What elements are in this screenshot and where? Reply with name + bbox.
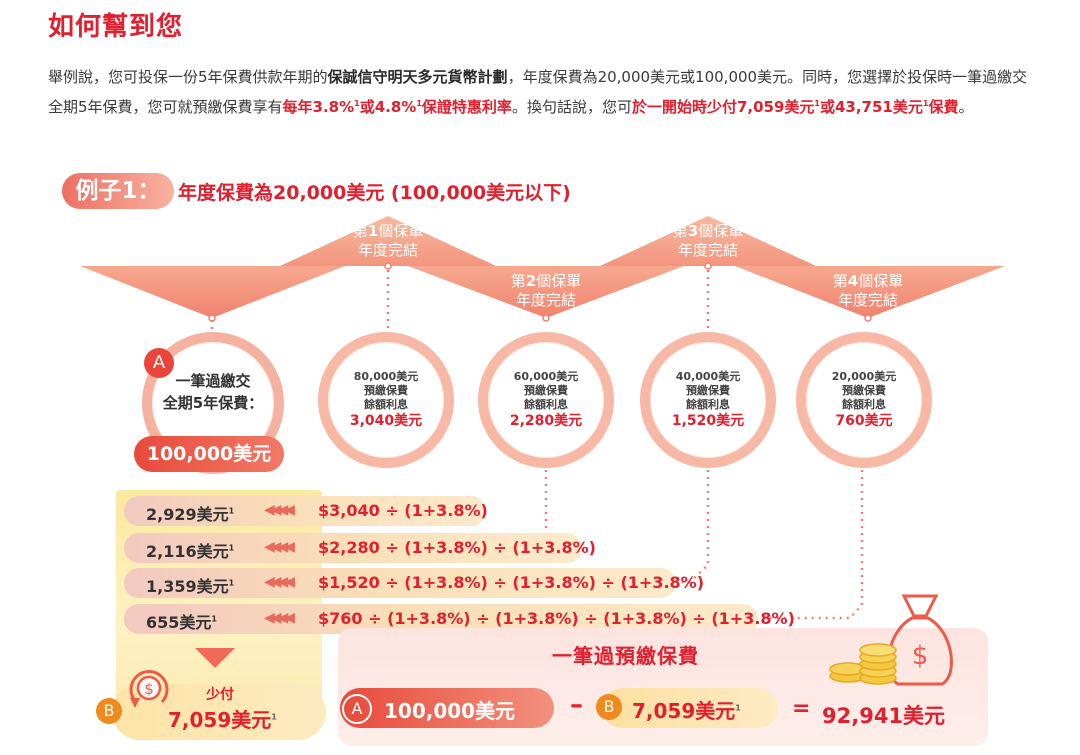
intro-text-2: ，年度保費為20,000美元或100,000美元。同時，您選擇於投保時一筆過繳交…: [48, 68, 1028, 116]
circle-2-interest: 2,280美元: [509, 413, 583, 429]
refresh-dollar-icon: $: [129, 670, 169, 708]
coin-stack-icon: [829, 643, 897, 685]
triangle-down-a: [80, 266, 345, 318]
intro-text-4: 。: [958, 98, 974, 116]
equation-result: 92,941美元: [822, 704, 946, 728]
save-phrase: 於一開始時少付7,059美元1或43,751美元1保費: [631, 98, 959, 116]
triple-chevron-left-icon: ◀◀◀◀: [264, 502, 295, 518]
equation-badge-b: B: [596, 694, 622, 720]
triangle-down-4: [735, 266, 1005, 318]
policy-year-3-label: 第3個保單 年度完結: [672, 222, 744, 259]
triangle-up-1: [280, 216, 496, 266]
intro-text-1: 舉例說，您可投保一份5年保費供款年期的: [48, 68, 328, 86]
down-triangle-icon: [195, 648, 235, 668]
lump-sum-title: 一筆過預繳保費: [552, 644, 699, 668]
equation-badge-a: A: [342, 694, 372, 724]
svg-text:$: $: [144, 680, 154, 698]
triple-chevron-left-icon: ◀◀◀◀: [264, 539, 295, 555]
circle-2-amount: 60,000美元: [513, 370, 579, 383]
badge-b: B: [96, 698, 122, 724]
equation-b-pill: [602, 688, 778, 728]
svg-text:$: $: [912, 641, 929, 671]
intro-text-3: 。換句話說，您可: [511, 98, 632, 116]
calc-row-2: [124, 533, 582, 563]
equation-a-pill: [340, 688, 554, 728]
circle-year-3: 40,000美元 預繳保費 餘額利息 1,520美元: [640, 332, 776, 468]
policy-year-triangles: [80, 216, 1005, 330]
calc-row-1: [124, 496, 486, 526]
product-name: 保誠信守明天多元貨幣計劃: [327, 68, 508, 86]
page-title: 如何幫到您: [48, 12, 184, 42]
circle-1-interest: 3,040美元: [349, 413, 423, 429]
calc-row-3-amount: 1,359美元1: [146, 577, 235, 596]
intro-paragraph: 舉例說，您可投保一份5年保費供款年期的保誠信守明天多元貨幣計劃，年度保費為20,…: [48, 62, 1038, 122]
equation-equals: =: [792, 696, 811, 721]
circle-a-amount: 100,000美元: [134, 436, 284, 472]
badge-a: A: [144, 348, 174, 378]
equation-minus: –: [570, 690, 583, 720]
calc-row-4-formula: $760 ÷ (1+3.8%) ÷ (1+3.8%) ÷ (1+3.8%) ÷ …: [318, 609, 795, 628]
rate-phrase: 每年3.8%1或4.8%1保證特惠利率: [282, 98, 512, 116]
less-pay-amount: 7,059美元1: [168, 708, 277, 732]
less-pay-label: 少付: [206, 687, 234, 703]
calc-row-1-formula: $3,040 ÷ (1+3.8%): [318, 501, 488, 520]
equation-a-amount: 100,000美元: [384, 699, 516, 723]
policy-year-4-label: 第4個保單 年度完結: [832, 272, 904, 309]
circle-year-1: 80,000美元 預繳保費 餘額利息 3,040美元: [318, 332, 454, 468]
example-text: 年度保費為20,000美元 (100,000美元以下): [178, 182, 571, 204]
circle-a-line2: 全期5年保費：: [162, 394, 264, 412]
money-bag-icon: $: [829, 594, 953, 686]
circle-3-interest: 1,520美元: [671, 413, 745, 429]
calc-row-3-formula: $1,520 ÷ (1+3.8%) ÷ (1+3.8%) ÷ (1+3.8%): [318, 573, 704, 592]
triple-chevron-left-icon: ◀◀◀◀: [264, 574, 295, 590]
circle-4-amount: 20,000美元: [831, 370, 897, 383]
calc-row-2-amount: 2,116美元1: [146, 542, 235, 561]
triple-chevron-left-icon: ◀◀◀◀: [264, 610, 295, 626]
circle-4-interest: 760美元: [835, 413, 893, 429]
example-label: 例子1：: [62, 173, 174, 209]
circle-3-amount: 40,000美元: [675, 370, 741, 383]
calc-row-1-amount: 2,929美元1: [146, 505, 235, 524]
circle-1-amount: 80,000美元: [353, 370, 419, 383]
circle-a-line1: 一筆過繳交: [175, 372, 251, 390]
circle-year-4: 20,000美元 預繳保費 餘額利息 760美元: [796, 332, 932, 468]
policy-year-1-label: 第1個保單 年度完結: [352, 222, 424, 259]
triangle-up-3: [600, 216, 816, 266]
calc-row-3: [124, 568, 676, 598]
policy-year-2-label: 第2個保單 年度完結: [510, 272, 582, 309]
equation-b-amount: 7,059美元1: [632, 699, 741, 723]
calc-row-2-formula: $2,280 ÷ (1+3.8%) ÷ (1+3.8%): [318, 538, 596, 557]
circle-year-2: 60,000美元 預繳保費 餘額利息 2,280美元: [478, 332, 614, 468]
calc-row-4-amount: 655美元1: [146, 613, 217, 632]
triangle-down-2: [408, 266, 684, 318]
